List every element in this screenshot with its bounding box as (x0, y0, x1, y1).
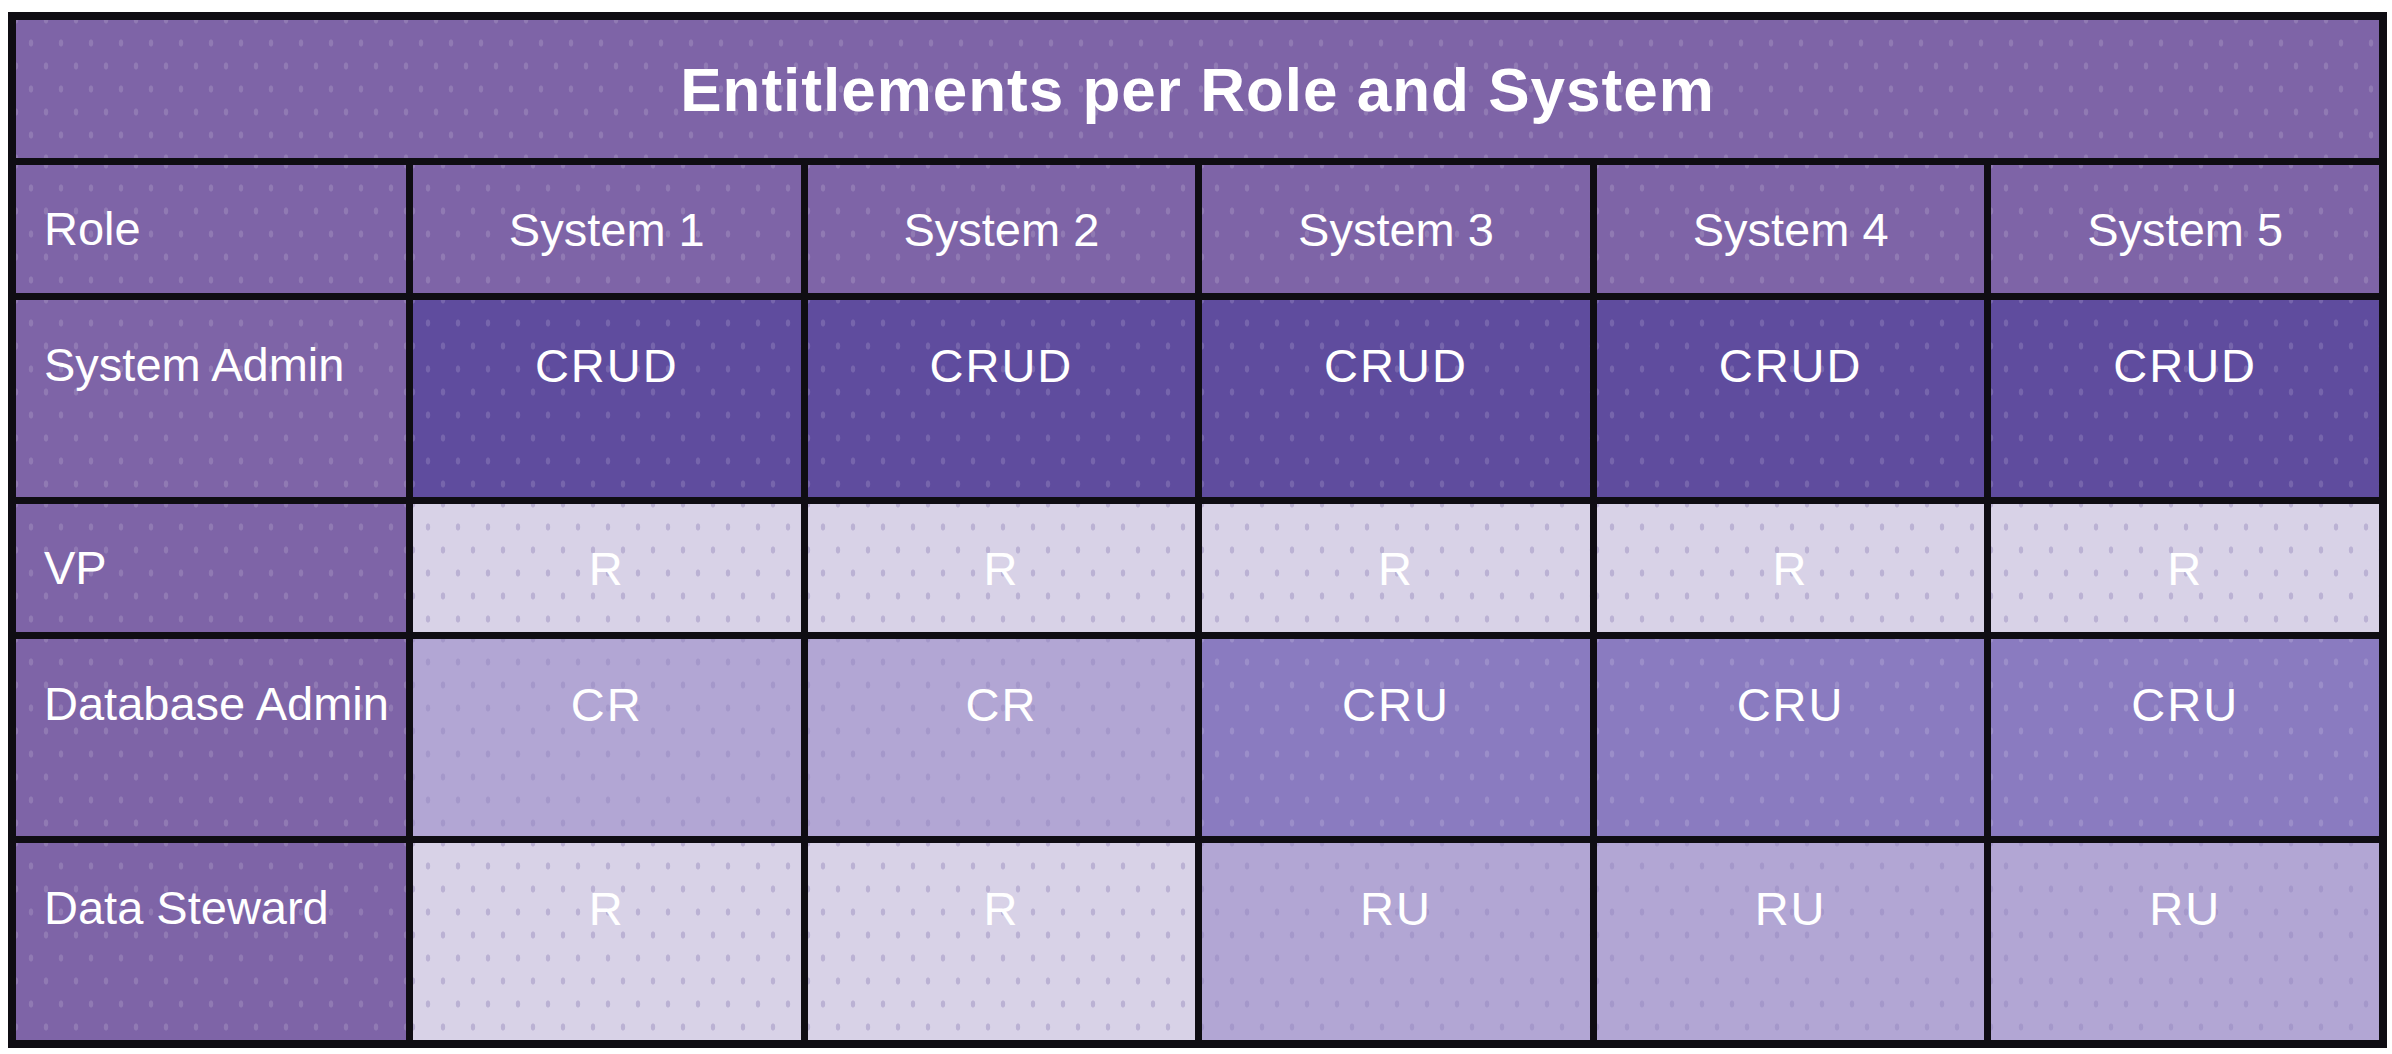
cell-database-admin-system-2: CR (808, 639, 1196, 836)
cell-system-admin-system-3: CRUD (1202, 300, 1590, 497)
cell-data-steward-system-3: RU (1202, 843, 1590, 1040)
cell-database-admin-system-3: CRU (1202, 639, 1590, 836)
column-header-system-2: System 2 (808, 165, 1196, 293)
cell-data-steward-system-1: R (413, 843, 801, 1040)
column-header-system-3: System 3 (1202, 165, 1590, 293)
cell-vp-system-5: R (1991, 504, 2379, 632)
column-header-system-5: System 5 (1991, 165, 2379, 293)
row-label-vp: VP (16, 504, 406, 632)
table-title: Entitlements per Role and System (16, 20, 2379, 158)
cell-system-admin-system-1: CRUD (413, 300, 801, 497)
column-header-system-4: System 4 (1597, 165, 1985, 293)
cell-data-steward-system-5: RU (1991, 843, 2379, 1040)
entitlements-table: Entitlements per Role and System Role Sy… (8, 12, 2387, 1048)
cell-database-admin-system-4: CRU (1597, 639, 1985, 836)
cell-database-admin-system-5: CRU (1991, 639, 2379, 836)
cell-vp-system-2: R (808, 504, 1196, 632)
cell-vp-system-3: R (1202, 504, 1590, 632)
cell-vp-system-1: R (413, 504, 801, 632)
cell-vp-system-4: R (1597, 504, 1985, 632)
cell-data-steward-system-4: RU (1597, 843, 1985, 1040)
row-label-database-admin: Database Admin (16, 639, 406, 836)
cell-system-admin-system-5: CRUD (1991, 300, 2379, 497)
row-label-system-admin: System Admin (16, 300, 406, 497)
cell-system-admin-system-4: CRUD (1597, 300, 1985, 497)
column-header-role: Role (16, 165, 406, 293)
column-header-system-1: System 1 (413, 165, 801, 293)
cell-system-admin-system-2: CRUD (808, 300, 1196, 497)
cell-data-steward-system-2: R (808, 843, 1196, 1040)
cell-database-admin-system-1: CR (413, 639, 801, 836)
row-label-data-steward: Data Steward (16, 843, 406, 1040)
